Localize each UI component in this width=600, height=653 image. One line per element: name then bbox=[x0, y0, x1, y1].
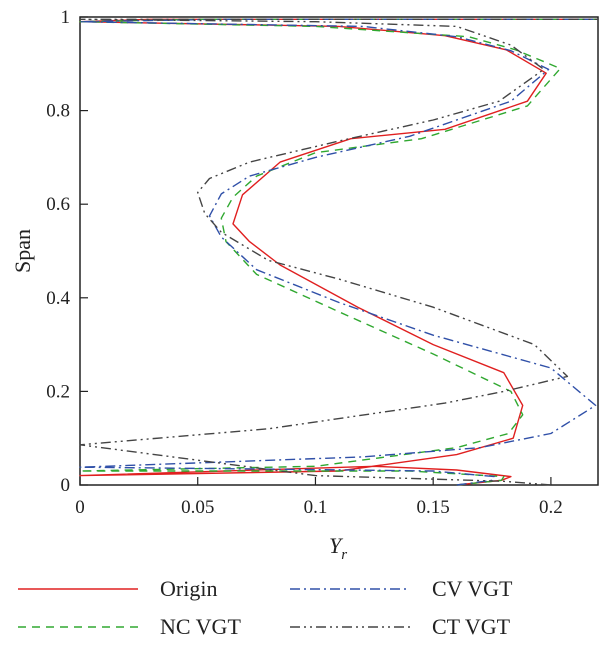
legend-label: NC VGT bbox=[160, 614, 241, 639]
y-tick-label: 0.8 bbox=[46, 101, 70, 122]
legend-label: CV VGT bbox=[432, 576, 513, 601]
y-tick-label: 0.2 bbox=[46, 381, 70, 402]
y-tick-label: 1 bbox=[61, 7, 71, 28]
x-tick-label: 0 bbox=[75, 497, 85, 518]
x-tick-label: 0.1 bbox=[304, 497, 328, 518]
legend-label: Origin bbox=[160, 576, 217, 601]
series-line-nc-vgt bbox=[79, 18, 598, 486]
legend: Origin NC VGT CV VGT CT VGT bbox=[18, 576, 513, 639]
x-axis-title: Yr bbox=[329, 533, 347, 563]
x-axis-title-subscript: r bbox=[341, 547, 347, 563]
y-axis-title: Span bbox=[10, 229, 35, 273]
x-tick-label: 0.15 bbox=[417, 497, 450, 518]
x-tick-label: 0.05 bbox=[181, 497, 214, 518]
y-tick-label: 0.6 bbox=[46, 194, 70, 215]
x-tick-label: 0.2 bbox=[539, 497, 563, 518]
x-axis-title-main: Y bbox=[329, 533, 344, 558]
y-tick-label: 0.4 bbox=[46, 288, 70, 309]
series-line-origin bbox=[79, 18, 598, 486]
legend-label: CT VGT bbox=[432, 614, 511, 639]
y-tick-label: 0 bbox=[61, 475, 71, 496]
plot-frame bbox=[79, 16, 599, 486]
